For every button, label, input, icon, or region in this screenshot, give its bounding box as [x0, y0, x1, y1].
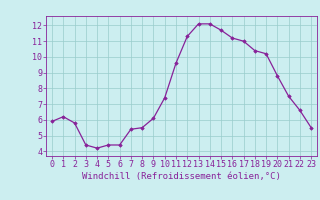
- X-axis label: Windchill (Refroidissement éolien,°C): Windchill (Refroidissement éolien,°C): [82, 172, 281, 181]
